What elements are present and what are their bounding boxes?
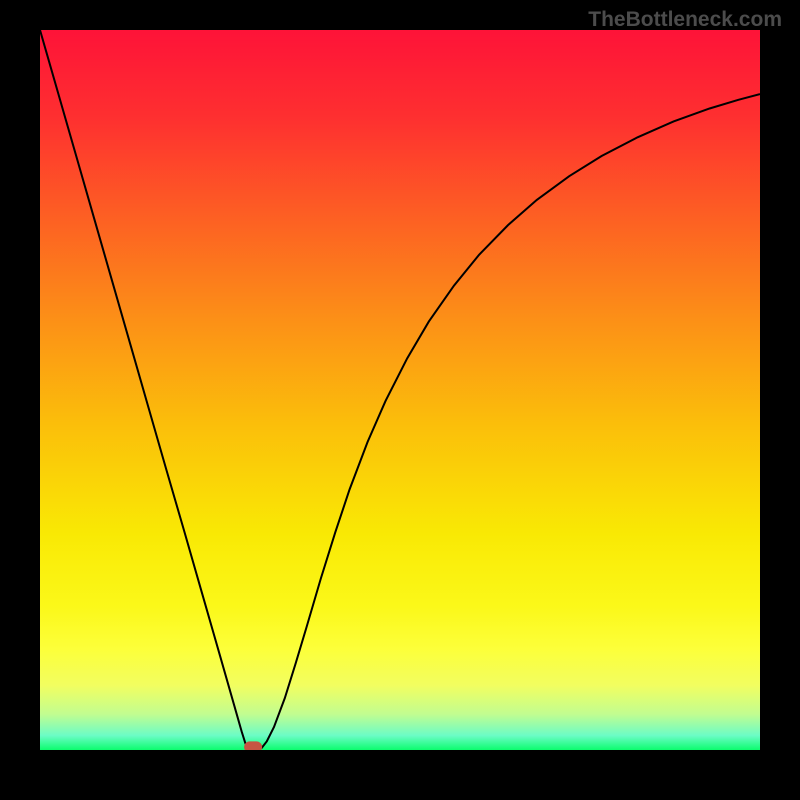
watermark-label: TheBottleneck.com [588, 8, 782, 32]
gradient-background [40, 30, 760, 750]
bottleneck-point-marker [244, 741, 262, 750]
plot-svg [40, 30, 760, 750]
chart-frame: TheBottleneck.com [0, 0, 800, 800]
plot-area [40, 30, 760, 750]
